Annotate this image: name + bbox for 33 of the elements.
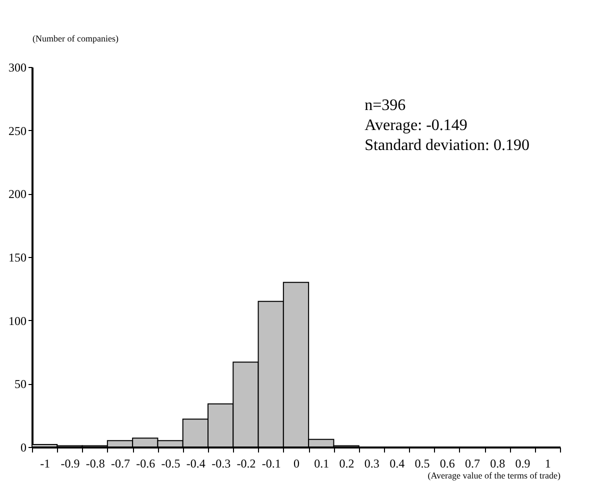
- x-axis-title: (Average value of the terms of trade): [428, 470, 560, 480]
- x-tick-label: 0.8: [490, 456, 506, 470]
- y-tick-label: 50: [14, 377, 26, 392]
- x-tick-label: 0.1: [314, 456, 330, 470]
- x-tick-label: -0.1: [262, 456, 281, 470]
- x-tick-label: -0.9: [60, 456, 80, 470]
- annotation: Average: -0.149: [364, 117, 468, 134]
- x-tick-label: 0.4: [390, 456, 405, 470]
- annotation: Standard deviation: 0.190: [364, 137, 530, 154]
- x-tick-label: 0: [294, 456, 300, 470]
- x-tick-label: 0.6: [440, 456, 455, 470]
- y-tick-label: 200: [8, 187, 26, 202]
- x-tick-label: -0.5: [161, 456, 180, 470]
- x-tick-label: -0.7: [111, 456, 130, 470]
- x-tick-label: -0.8: [86, 456, 105, 470]
- x-tick-label: 0.9: [515, 456, 530, 470]
- x-tick-label: -0.4: [186, 456, 206, 470]
- x-tick-label: 0.2: [339, 456, 354, 470]
- y-tick-label: 250: [8, 124, 26, 138]
- x-tick-label: -1: [40, 456, 50, 470]
- x-tick-label: 0.3: [364, 456, 380, 470]
- y-tick-label: 0: [20, 440, 26, 454]
- annotation: n=396: [364, 97, 406, 114]
- y-tick-label: 300: [8, 60, 26, 74]
- x-tick-label: 0.7: [465, 456, 480, 470]
- x-tick-label: -0.3: [212, 456, 231, 470]
- x-tick-label: 0.5: [414, 456, 430, 470]
- y-tick-label: 150: [8, 250, 26, 264]
- x-tick-label: -0.2: [236, 456, 256, 470]
- x-tick-label: -0.6: [136, 456, 156, 470]
- y-tick-label: 100: [8, 314, 26, 328]
- x-tick-label: 1: [544, 456, 551, 470]
- y-axis-title: (Number of companies): [32, 34, 118, 44]
